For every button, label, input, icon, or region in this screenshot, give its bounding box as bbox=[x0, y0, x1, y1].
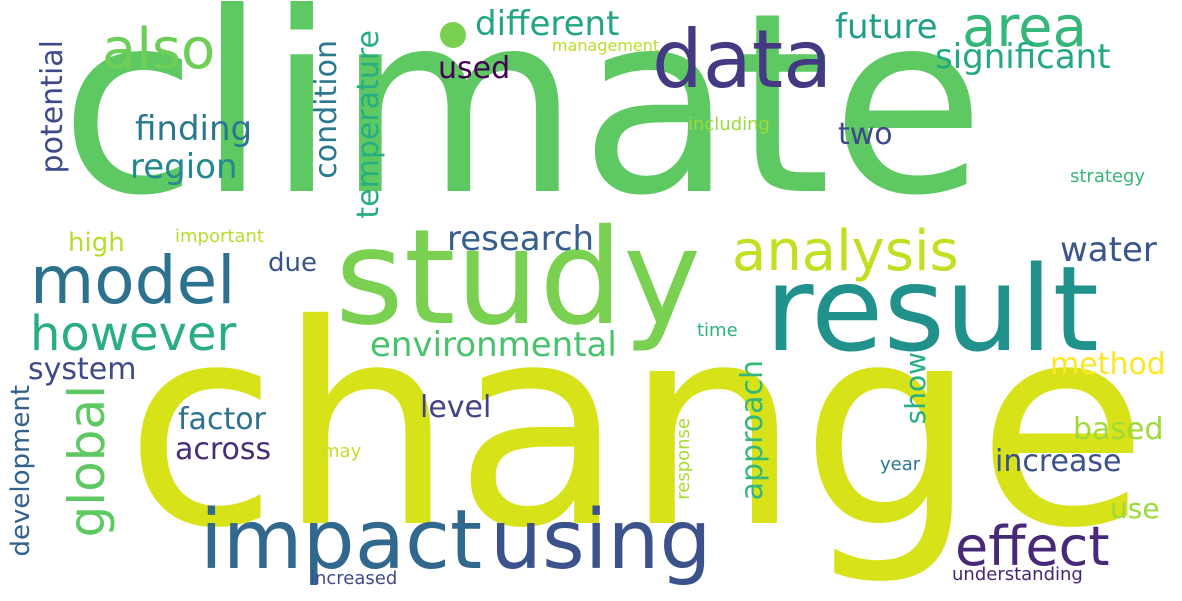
word-due: due bbox=[268, 248, 317, 278]
dot-mark bbox=[440, 22, 466, 48]
word-response: response bbox=[673, 418, 694, 500]
word-high: high bbox=[68, 228, 125, 258]
word-significant: significant bbox=[935, 37, 1111, 77]
word-model: model bbox=[30, 242, 236, 319]
word-based: based bbox=[1073, 412, 1164, 447]
word-change: change bbox=[125, 265, 1149, 589]
word-method: method bbox=[1050, 347, 1166, 382]
word-water: water bbox=[1060, 230, 1157, 270]
word-year: year bbox=[880, 454, 921, 475]
word-increase: increase bbox=[995, 444, 1122, 479]
word-effect: effect bbox=[955, 515, 1110, 578]
word-impact: impact bbox=[200, 493, 483, 588]
word-development: development bbox=[6, 385, 36, 557]
word-important: important bbox=[175, 226, 264, 247]
word-different: different bbox=[475, 4, 620, 44]
word-area: area bbox=[962, 0, 1087, 60]
word-factor: factor bbox=[178, 402, 266, 437]
word-region: region bbox=[130, 147, 238, 187]
word-future: future bbox=[835, 7, 938, 47]
word-also: also bbox=[102, 17, 216, 82]
word-level: level bbox=[420, 390, 492, 425]
word-however: however bbox=[30, 306, 237, 362]
word-potential: potential bbox=[35, 40, 70, 174]
word-condition: condition bbox=[309, 40, 344, 179]
word-use: use bbox=[1110, 492, 1160, 525]
word-using: using bbox=[490, 493, 712, 588]
word-analysis: analysis bbox=[732, 219, 959, 284]
word-study: study bbox=[335, 201, 702, 355]
word-across: across bbox=[175, 432, 272, 467]
word-strategy: strategy bbox=[1070, 166, 1146, 187]
word-climate: climate bbox=[60, 0, 985, 250]
word-global: global bbox=[58, 385, 116, 538]
word-used: used bbox=[438, 51, 511, 86]
word-increased: increased bbox=[310, 568, 398, 589]
word-management: management bbox=[552, 36, 660, 55]
word-environmental: environmental bbox=[370, 325, 617, 365]
word-including: including bbox=[688, 114, 770, 135]
word-system: system bbox=[28, 352, 137, 387]
word-finding: finding bbox=[135, 109, 253, 149]
word-may: may bbox=[322, 441, 362, 462]
word-show: show bbox=[899, 352, 932, 425]
word-understanding: understanding bbox=[952, 564, 1083, 585]
word-two: two bbox=[838, 117, 893, 152]
word-time: time bbox=[697, 320, 738, 341]
word-data: data bbox=[652, 13, 833, 106]
word-approach: approach bbox=[735, 360, 770, 501]
word-result: result bbox=[765, 240, 1099, 378]
word-temperature: temperature bbox=[351, 30, 386, 219]
word-research: research bbox=[447, 219, 595, 259]
